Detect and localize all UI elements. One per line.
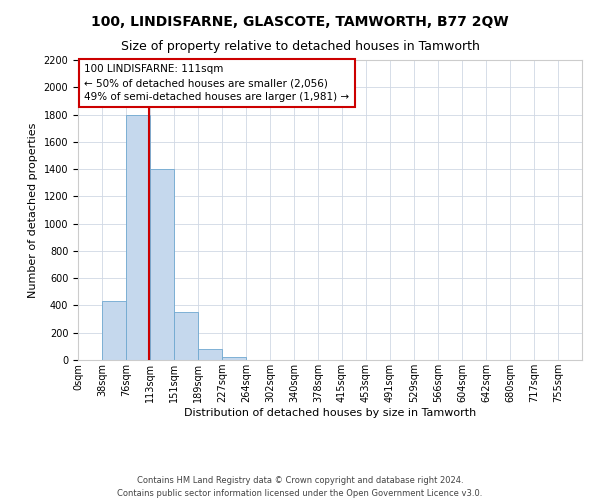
Text: Size of property relative to detached houses in Tamworth: Size of property relative to detached ho… — [121, 40, 479, 53]
Bar — [174, 312, 198, 360]
Bar — [198, 349, 222, 360]
Bar — [127, 114, 151, 360]
X-axis label: Distribution of detached houses by size in Tamworth: Distribution of detached houses by size … — [184, 408, 476, 418]
Bar — [150, 169, 174, 360]
Y-axis label: Number of detached properties: Number of detached properties — [28, 122, 38, 298]
Bar — [222, 356, 247, 360]
Text: 100, LINDISFARNE, GLASCOTE, TAMWORTH, B77 2QW: 100, LINDISFARNE, GLASCOTE, TAMWORTH, B7… — [91, 15, 509, 29]
Bar — [102, 302, 127, 360]
Text: Contains HM Land Registry data © Crown copyright and database right 2024.
Contai: Contains HM Land Registry data © Crown c… — [118, 476, 482, 498]
Text: 100 LINDISFARNE: 111sqm
← 50% of detached houses are smaller (2,056)
49% of semi: 100 LINDISFARNE: 111sqm ← 50% of detache… — [85, 64, 349, 102]
